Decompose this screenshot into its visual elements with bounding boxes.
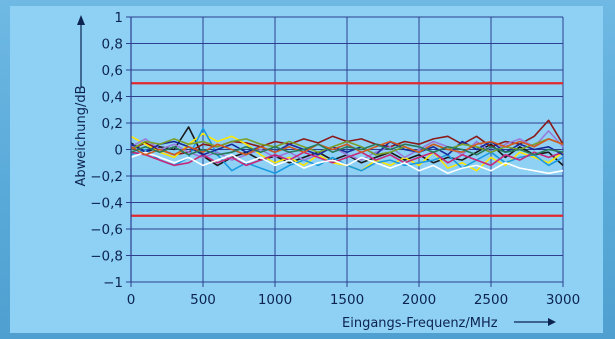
series-line-11	[130, 143, 564, 156]
y-tick-label: 0,6	[102, 63, 123, 79]
y-tick-label: 0,2	[102, 116, 123, 132]
series-line-8	[130, 138, 564, 156]
y-axis-arrow-head	[77, 15, 85, 25]
y-tick-label: 0,4	[102, 90, 123, 106]
chart-panel: 0 500 1000 1500 2000 2500 3000 1 0,8 0,6 0,4 0,2 0 −0…	[10, 6, 603, 333]
series-line-10	[130, 138, 564, 156]
x-tick-label: 1500	[330, 292, 364, 308]
x-tick-label: 2000	[402, 292, 436, 308]
y-tick-label: 0	[114, 143, 123, 159]
y-tick-label: 1	[114, 10, 123, 26]
x-axis-arrow-head	[548, 318, 556, 326]
y-tick-label: −0,8	[90, 249, 123, 265]
deviation-line-chart: 0 500 1000 1500 2000 2500 3000 1 0,8 0,6 0,4 0,2 0 −0…	[74, 10, 580, 331]
x-axis-title: Eingangs-Frequenz/MHz	[342, 316, 498, 331]
x-tick-label: 2500	[474, 292, 508, 308]
y-tick-label: −0,4	[90, 196, 123, 212]
x-tick-label: 0	[127, 292, 136, 308]
x-tick-label: 1000	[258, 292, 292, 308]
x-tick-label: 500	[190, 292, 216, 308]
y-tick-label: −1	[103, 275, 123, 291]
x-tick-label: 3000	[546, 292, 580, 308]
y-tick-label: −0,6	[90, 222, 123, 238]
series-line-9	[130, 151, 564, 175]
y-tick-label: 0,8	[102, 37, 123, 53]
y-tick-label: −0,2	[90, 169, 123, 185]
y-axis-title: Abweichung/dB	[74, 85, 89, 186]
